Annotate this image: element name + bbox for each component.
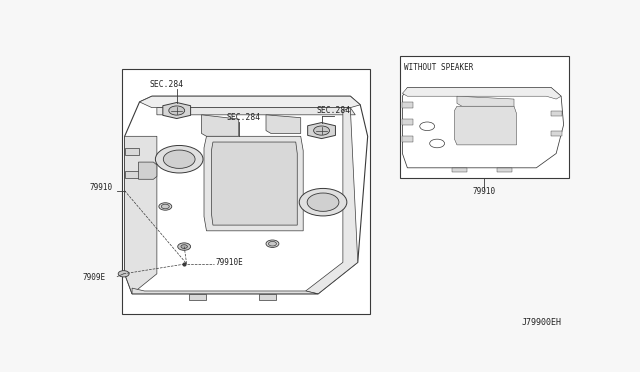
Polygon shape bbox=[189, 294, 207, 299]
Circle shape bbox=[178, 243, 191, 250]
Text: 79910: 79910 bbox=[473, 187, 496, 196]
Text: 79910: 79910 bbox=[90, 183, 113, 192]
Polygon shape bbox=[202, 115, 239, 136]
Text: J79900EH: J79900EH bbox=[521, 318, 561, 327]
Polygon shape bbox=[204, 136, 303, 231]
Circle shape bbox=[118, 271, 129, 277]
Circle shape bbox=[181, 245, 188, 248]
Polygon shape bbox=[457, 96, 514, 106]
Polygon shape bbox=[551, 131, 562, 136]
Polygon shape bbox=[140, 96, 360, 108]
Polygon shape bbox=[497, 168, 511, 172]
Polygon shape bbox=[125, 171, 138, 178]
Circle shape bbox=[269, 241, 276, 246]
Polygon shape bbox=[125, 148, 138, 155]
Circle shape bbox=[169, 106, 185, 115]
Text: 79910E: 79910E bbox=[216, 258, 243, 267]
Polygon shape bbox=[308, 122, 335, 139]
Polygon shape bbox=[403, 87, 561, 99]
Polygon shape bbox=[403, 119, 413, 125]
Polygon shape bbox=[454, 106, 516, 145]
Circle shape bbox=[300, 189, 347, 216]
Circle shape bbox=[159, 203, 172, 210]
Circle shape bbox=[314, 126, 330, 135]
Bar bbox=[400, 56, 568, 178]
Polygon shape bbox=[306, 108, 358, 294]
Polygon shape bbox=[125, 96, 367, 294]
Circle shape bbox=[156, 145, 203, 173]
Text: SEC.284: SEC.284 bbox=[227, 113, 260, 122]
Text: 7909E: 7909E bbox=[83, 273, 106, 282]
Polygon shape bbox=[266, 115, 301, 134]
Polygon shape bbox=[403, 87, 564, 168]
Polygon shape bbox=[403, 102, 413, 108]
Polygon shape bbox=[163, 103, 191, 119]
Circle shape bbox=[163, 150, 195, 169]
Polygon shape bbox=[132, 288, 318, 294]
Polygon shape bbox=[211, 142, 297, 225]
Circle shape bbox=[161, 204, 169, 209]
Text: SEC.284: SEC.284 bbox=[150, 80, 184, 89]
Bar bbox=[122, 69, 370, 314]
Polygon shape bbox=[452, 168, 467, 172]
Text: SEC.284: SEC.284 bbox=[317, 106, 351, 115]
Text: WITHOUT SPEAKER: WITHOUT SPEAKER bbox=[404, 63, 473, 72]
Polygon shape bbox=[125, 136, 157, 294]
Circle shape bbox=[266, 240, 279, 247]
Polygon shape bbox=[403, 136, 413, 142]
Polygon shape bbox=[157, 108, 355, 115]
Circle shape bbox=[307, 193, 339, 211]
Polygon shape bbox=[138, 162, 157, 179]
Polygon shape bbox=[551, 110, 562, 116]
Polygon shape bbox=[259, 294, 276, 299]
